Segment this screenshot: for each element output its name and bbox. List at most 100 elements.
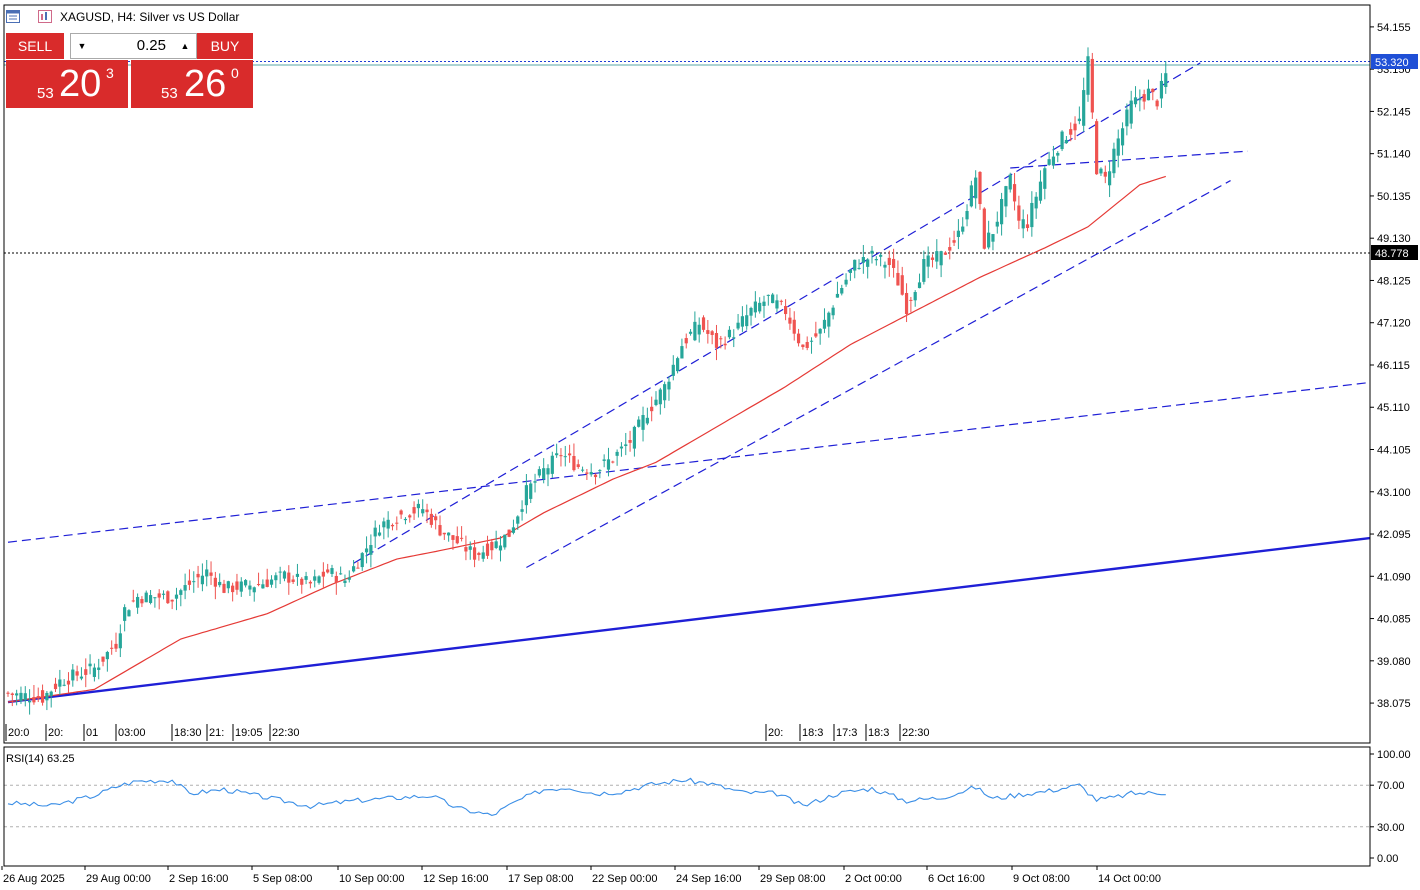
candle-body — [693, 321, 697, 341]
candle-body — [952, 240, 956, 243]
volume-up-icon[interactable]: ▲ — [180, 41, 190, 51]
candle-body — [1129, 100, 1133, 124]
candle-body — [943, 252, 948, 255]
candle-body — [753, 301, 757, 313]
candle-body — [472, 547, 477, 560]
candle-body — [477, 552, 481, 556]
volume-down-icon[interactable]: ▼ — [77, 41, 87, 51]
candle-body — [308, 581, 312, 584]
candle-body — [442, 532, 446, 535]
candle-body — [1008, 174, 1012, 190]
candle-body — [153, 597, 157, 599]
candle-body — [10, 693, 14, 695]
candle-body — [516, 516, 520, 524]
candle-body — [131, 600, 135, 602]
buy-price-button[interactable]: 53 26 0 — [131, 60, 253, 108]
candle-body — [593, 474, 598, 478]
volume-stepper[interactable]: ▼ 0.25 ▲ — [70, 33, 197, 59]
candle-body — [15, 693, 19, 696]
candle-body — [667, 381, 671, 390]
candle-body — [818, 328, 822, 334]
price-tick-label: 38.075 — [1377, 698, 1411, 710]
candle-body — [1043, 168, 1047, 189]
candle-body — [97, 667, 101, 670]
symbols-icon[interactable] — [6, 10, 20, 23]
sell-button[interactable]: SELL — [6, 33, 64, 59]
candle-body — [550, 455, 554, 474]
candle-body — [1159, 80, 1164, 99]
candle-body — [88, 663, 92, 667]
candle-body — [987, 232, 991, 248]
session-label: 03:00 — [118, 727, 146, 739]
candle-body — [248, 585, 252, 590]
candle-body — [995, 221, 999, 227]
candle-body — [879, 254, 883, 257]
candle-body — [1155, 100, 1159, 107]
session-label: 20: — [768, 727, 783, 739]
candle-body — [503, 534, 507, 548]
candle-body — [118, 633, 122, 649]
candle-body — [580, 469, 585, 471]
candle-body — [771, 294, 775, 304]
candle-body — [904, 292, 909, 315]
rsi-tick-label: 30.00 — [1377, 822, 1405, 834]
candle-body — [58, 679, 62, 687]
candle-body — [1017, 205, 1021, 221]
sell-price-button[interactable]: 53 20 3 — [6, 60, 128, 108]
time-tick-label: 29 Aug 00:00 — [86, 873, 151, 885]
candle-body — [408, 515, 412, 518]
candle-body — [1086, 56, 1090, 95]
one-click-trade-panel: SELL ▼ 0.25 ▲ BUY 53 20 3 53 26 0 — [6, 33, 253, 108]
candle-body — [909, 299, 913, 301]
candle-body — [1056, 152, 1060, 156]
candle-body — [464, 547, 468, 552]
candle-body — [1164, 73, 1168, 88]
time-tick-label: 10 Sep 00:00 — [339, 873, 404, 885]
candle-body — [719, 338, 723, 340]
candle-body — [1112, 148, 1116, 174]
session-label: 17:3 — [836, 727, 857, 739]
candle-body — [498, 545, 503, 551]
candle-body — [481, 552, 485, 559]
candle-body — [948, 247, 952, 251]
candle-body — [399, 510, 403, 515]
price-tick-label: 52.145 — [1377, 106, 1411, 118]
candle-body — [883, 264, 887, 268]
candle-body — [364, 548, 369, 553]
candle-body — [1082, 90, 1086, 126]
candle-body — [110, 647, 114, 649]
candle-body — [282, 571, 287, 579]
candle-body — [801, 344, 805, 348]
time-tick-label: 6 Oct 16:00 — [928, 873, 985, 885]
candle-body — [805, 342, 809, 348]
price-tick-label: 48.125 — [1377, 275, 1411, 287]
time-tick-label: 29 Sep 08:00 — [760, 873, 825, 885]
candle-body — [697, 324, 701, 335]
price-tick-label: 51.140 — [1377, 149, 1411, 161]
candle-body — [965, 211, 969, 220]
candle-body — [205, 569, 209, 577]
candle-body — [334, 575, 338, 583]
candle-body — [1030, 202, 1034, 228]
chart-frame: 54.15553.15052.14551.14050.13549.13048.1… — [1, 4, 1418, 885]
price-tick-label: 43.100 — [1377, 487, 1411, 499]
candle-body — [1151, 88, 1155, 93]
candle-body — [714, 332, 719, 348]
candle-body — [861, 257, 865, 263]
chart-window-icon[interactable] — [38, 10, 52, 23]
candle-body — [1095, 121, 1099, 175]
candle-body — [598, 470, 602, 472]
session-label: 20:0 — [8, 727, 29, 739]
candle-body — [533, 481, 537, 483]
candle-body — [632, 426, 636, 449]
volume-input[interactable]: 0.25 — [136, 37, 166, 54]
candle-body — [956, 230, 960, 237]
candle-body — [650, 406, 654, 412]
candle-body — [196, 573, 200, 578]
candle-body — [1138, 99, 1142, 101]
candle-body — [706, 330, 710, 334]
buy-button[interactable]: BUY — [197, 33, 253, 59]
candle-body — [978, 171, 982, 205]
sell-price-prefix: 53 — [37, 85, 54, 102]
candle-body — [209, 572, 213, 576]
